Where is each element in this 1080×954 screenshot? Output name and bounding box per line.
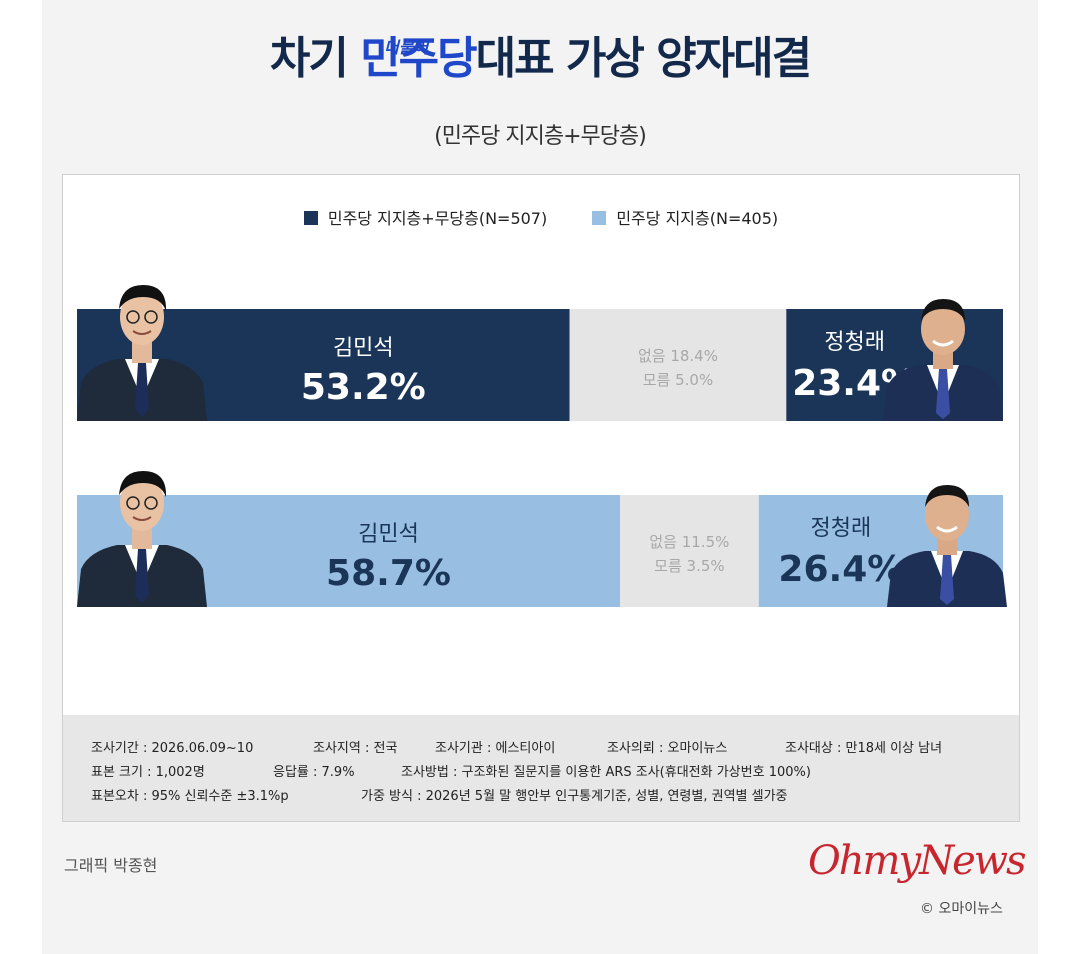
label-kim-value-2: 58.7% [326, 553, 451, 594]
jung-cheongrae-photo-1 [883, 299, 1003, 421]
person-bust-icon [883, 299, 1003, 421]
meta-region: 조사지역 : 전국 [313, 741, 398, 756]
legend-item-combined: 민주당 지지층+무당층(N=507) [303, 205, 548, 229]
legend-label-combined: 민주당 지지층+무당층(N=507) [327, 209, 548, 228]
label-unknown-1: 모름 5.0% [643, 371, 713, 389]
page-title: 차기 더불어 민주당대표 가상 양자대결 [269, 28, 812, 90]
legend-label-supporters: 민주당 지지층(N=405) [616, 209, 779, 228]
title-brand-tag: 더불어 [384, 38, 429, 57]
meta-sample: 표본 크기 : 1,002명 [91, 765, 205, 780]
chart-panel: 민주당 지지층+무당층(N=507) 민주당 지지층(N=405) 김민석 53.… [62, 174, 1020, 822]
infographic-card: 차기 더불어 민주당대표 가상 양자대결 (민주당 지지층+무당층) 민주당 지지… [42, 0, 1038, 954]
legend-swatch-dark [303, 211, 318, 225]
label-none-2: 없음 11.5% [649, 533, 729, 551]
survey-meta: 조사기간 : 2026.06.09~10 조사지역 : 전국 조사기관 : 에스… [63, 715, 1019, 821]
label-unknown-2: 모름 3.5% [654, 557, 724, 575]
meta-target: 조사대상 : 만18세 이상 남녀 [785, 741, 943, 756]
legend-swatch-light [592, 211, 607, 225]
graphic-credit: 그래픽 박종현 [64, 856, 158, 875]
ohmynews-logo: OhmyNews [808, 838, 1027, 884]
title-brand-text: 민주당 [360, 33, 477, 84]
copyright: © 오마이뉴스 [920, 901, 1003, 917]
meta-client: 조사의뢰 : 오마이뉴스 [607, 741, 728, 756]
label-kim-value-1: 53.2% [301, 367, 426, 408]
legend-item-supporters: 민주당 지지층(N=405) [592, 205, 778, 229]
meta-error: 표본오차 : 95% 신뢰수준 ±3.1%p [91, 789, 289, 804]
meta-period: 조사기간 : 2026.06.09~10 [91, 741, 254, 756]
subtitle: (민주당 지지층+무당층) [434, 124, 647, 149]
label-jung-name-2: 정청래 [811, 516, 872, 541]
meta-method: 조사방법 : 구조화된 질문지를 이용한 ARS 조사(휴대전화 가상번호 10… [401, 765, 811, 780]
label-jung-name-1: 정청래 [824, 330, 885, 355]
person-bust-icon [887, 485, 1007, 607]
title-brand: 더불어 민주당 [360, 33, 477, 84]
legend: 민주당 지지층+무당층(N=507) 민주당 지지층(N=405) [63, 205, 1019, 229]
label-kim-name-2: 김민석 [358, 522, 419, 547]
bar-none-unknown-2 [620, 495, 759, 607]
title-wrap: 차기 더불어 민주당대표 가상 양자대결 [42, 28, 1038, 90]
person-bust-icon [77, 471, 207, 607]
meta-response: 응답률 : 7.9% [273, 765, 355, 780]
title-suffix: 대표 가상 양자대결 [475, 33, 812, 84]
person-bust-icon [77, 285, 207, 421]
label-jung-value-2: 26.4% [778, 549, 903, 590]
bar-none-unknown-1 [569, 309, 787, 421]
kim-minseok-photo-2 [77, 471, 207, 607]
kim-minseok-photo-1 [77, 285, 207, 421]
jung-cheongrae-photo-2 [887, 485, 1007, 607]
title-prefix: 차기 [269, 33, 361, 84]
label-kim-name-1: 김민석 [333, 336, 394, 361]
meta-weighting: 가중 방식 : 2026년 5월 말 행안부 인구통계기준, 성별, 연령별, … [361, 789, 788, 804]
meta-agency: 조사기관 : 에스티아이 [435, 741, 556, 756]
label-none-1: 없음 18.4% [638, 347, 718, 365]
